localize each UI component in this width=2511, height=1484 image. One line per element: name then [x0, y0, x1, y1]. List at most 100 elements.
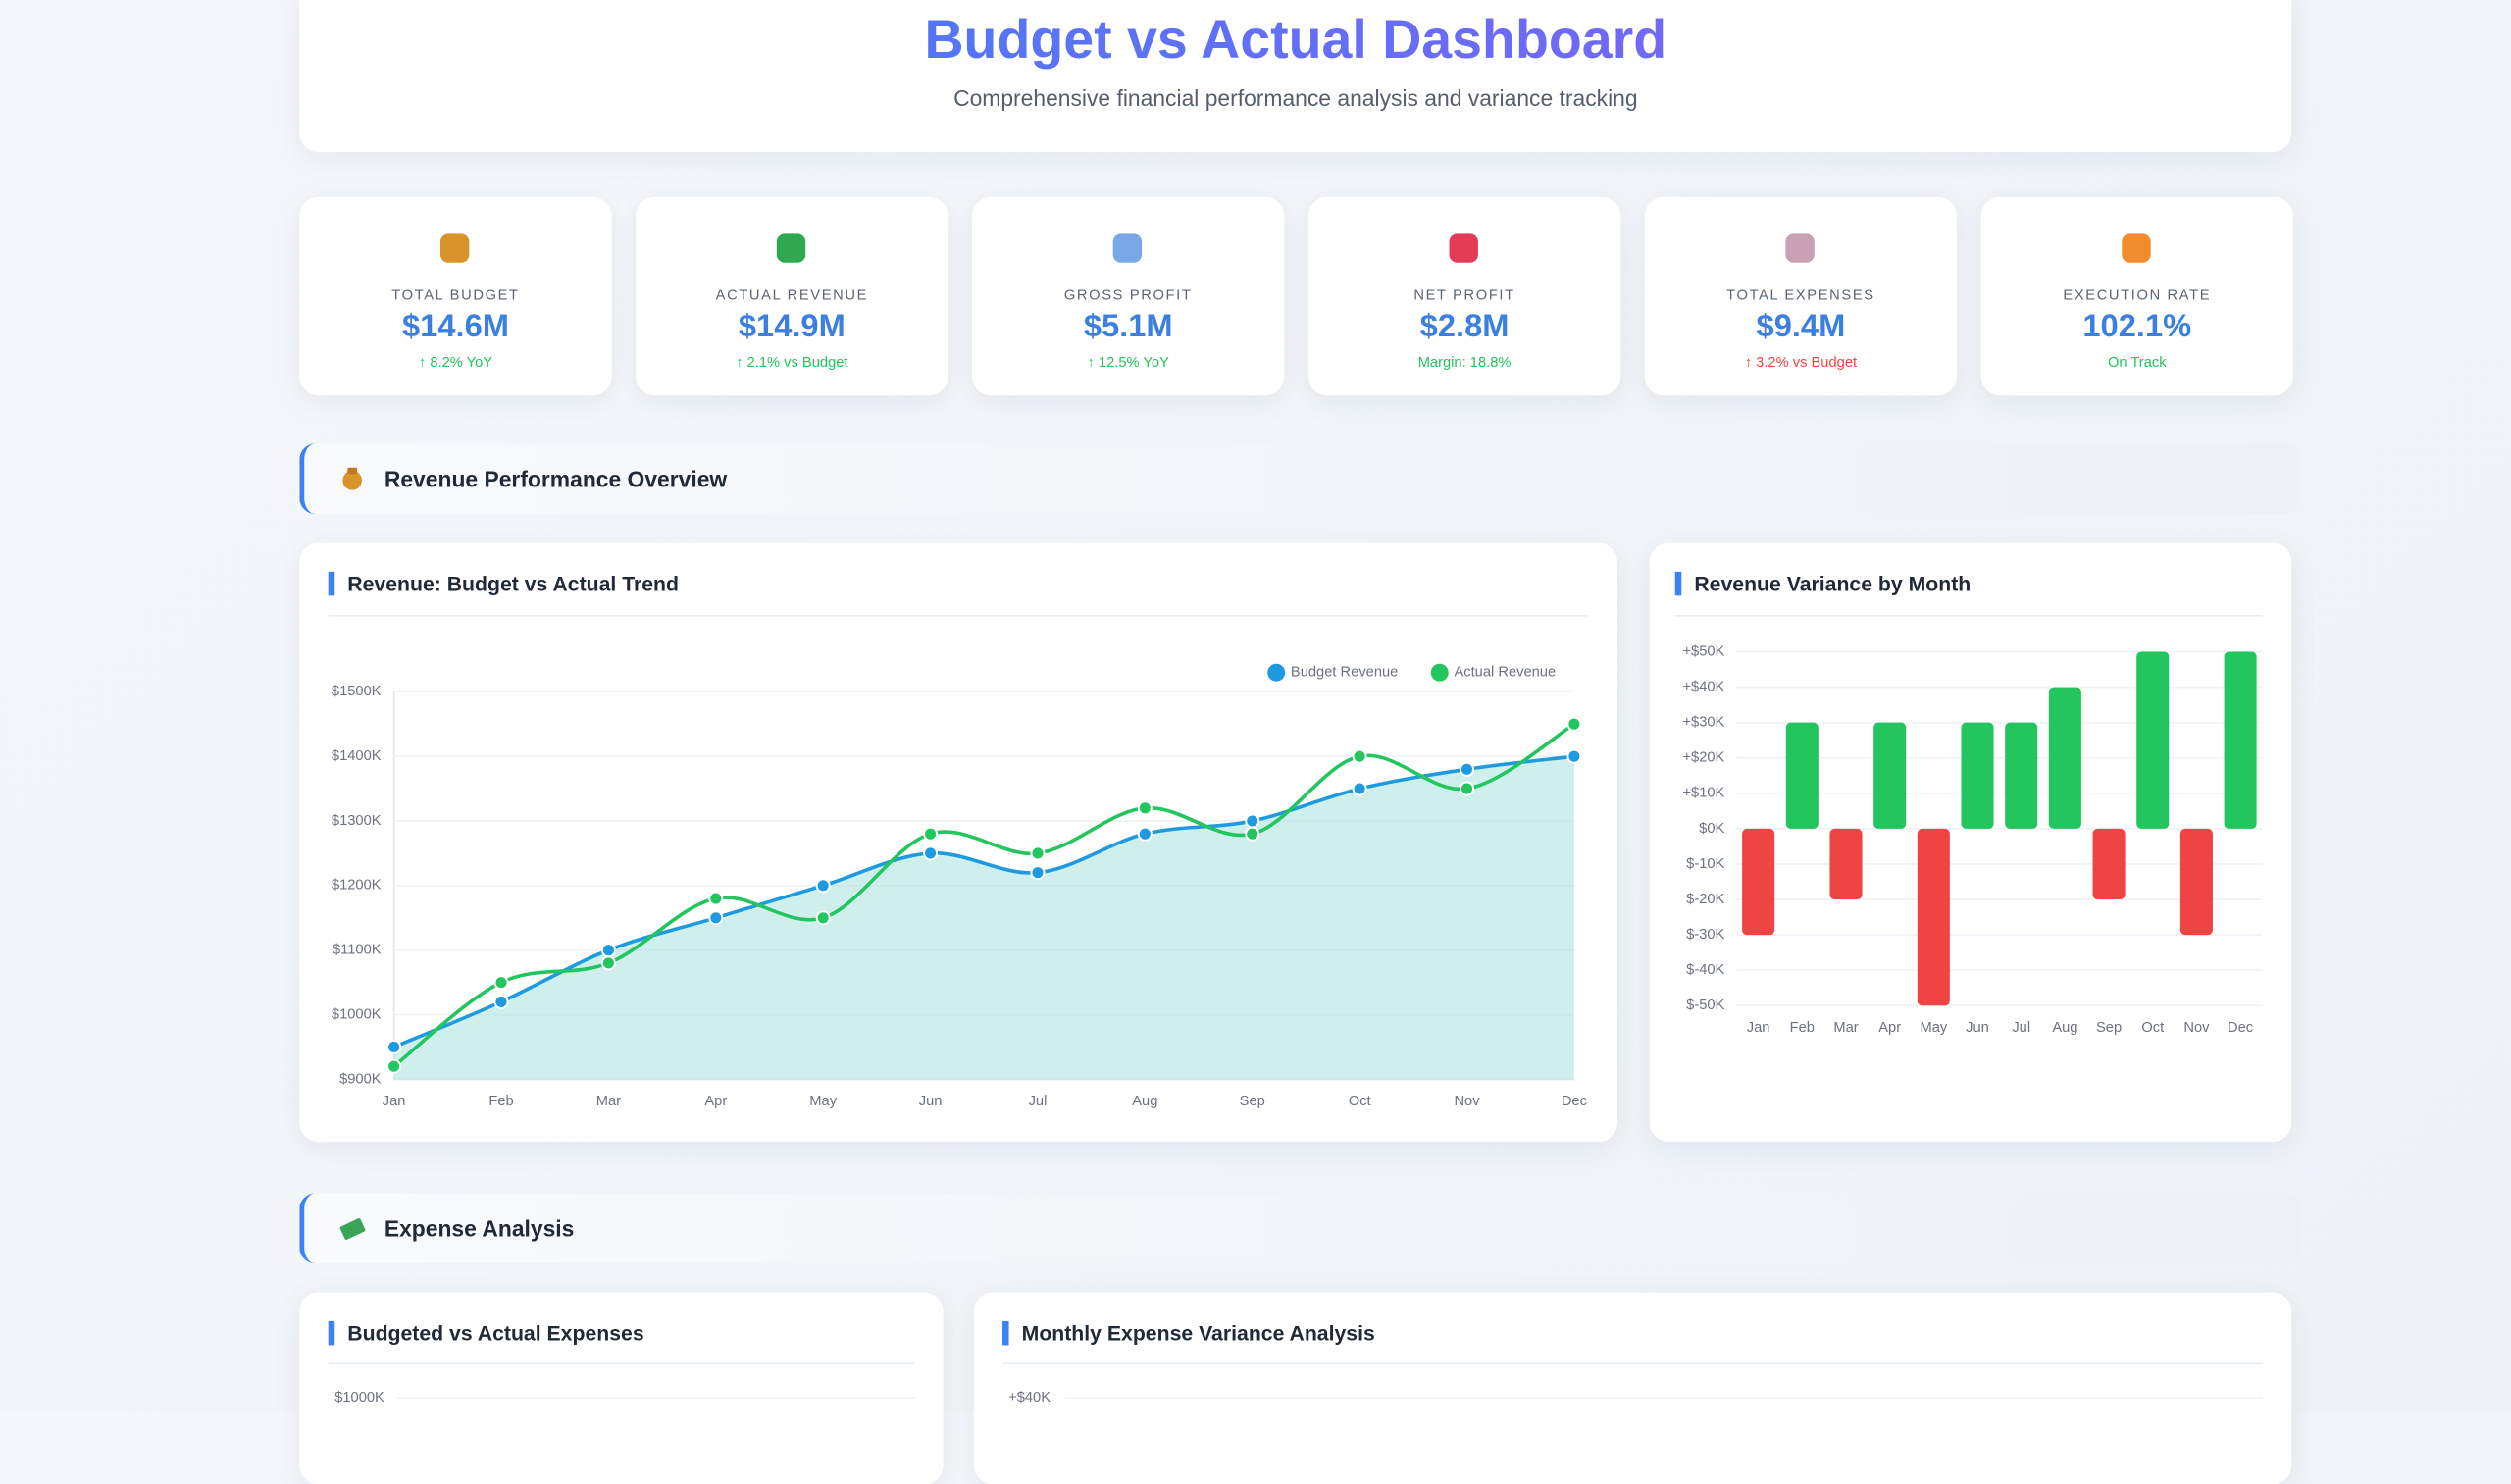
kpi-card: NET PROFIT $2.8M Margin: 18.8% [1307, 196, 1621, 396]
kpi-icon [439, 233, 470, 263]
x-tick-label: Oct [1349, 1094, 1371, 1109]
icon-shape [439, 233, 470, 263]
kpi-label: EXECUTION RATE [2063, 286, 2212, 303]
kpi-card: ACTUAL REVENUE $14.9M ↑ 2.1% vs Budget [636, 196, 948, 396]
y-tick-label: $0K [1699, 821, 1724, 837]
page: Budget vs Actual Dashboard Comprehensive… [0, 0, 2511, 1412]
y-tick-label: +$50K [1682, 643, 1724, 659]
bar [2005, 722, 2038, 829]
point [1245, 813, 1260, 829]
kpi-note: ↑ 12.5% YoY [1087, 353, 1169, 371]
x-tick-label: Feb [488, 1094, 513, 1109]
y-tick-label: $-20K [1686, 892, 1724, 907]
y-tick-label: $1300K [332, 813, 382, 829]
point [1137, 800, 1153, 816]
section-title: Revenue Performance Overview [384, 466, 728, 492]
section-header: Revenue Performance Overview [299, 443, 2300, 515]
x-tick-label: Sep [1240, 1094, 1265, 1109]
point [1137, 826, 1153, 842]
divider [1674, 614, 2263, 617]
bar [2048, 687, 2081, 829]
kpi-note: ↑ 8.2% YoY [418, 353, 493, 371]
kpi-note: ↑ 3.2% vs Budget [1744, 353, 1858, 371]
kpi-value: $14.6M [402, 309, 509, 345]
point [708, 910, 724, 926]
y-tick-label: $1000K [334, 1390, 384, 1406]
bar [2092, 828, 2126, 900]
point [600, 943, 616, 958]
kpi-label: ACTUAL REVENUE [715, 286, 869, 303]
y-tick-label: +$40K [1682, 679, 1724, 694]
x-tick-label: May [809, 1094, 837, 1109]
kpi-card: TOTAL BUDGET $14.6M ↑ 8.2% YoY [299, 196, 612, 396]
point [815, 878, 831, 894]
title: Budget vs Actual Dashboard [299, 10, 2291, 73]
chart-title: Monthly Expense Variance Analysis [1002, 1320, 1375, 1346]
point [493, 994, 509, 1009]
point [1030, 865, 1046, 881]
bar [1785, 722, 1819, 829]
y-tick-label: $-40K [1686, 962, 1724, 978]
legend-label: Actual Revenue [1454, 665, 1556, 681]
point [708, 891, 724, 906]
divider [328, 614, 1589, 617]
area [393, 756, 1574, 1080]
point [1459, 761, 1475, 777]
header: Budget vs Actual Dashboard Comprehensive… [299, 0, 2292, 153]
y-tick-label: +$20K [1682, 750, 1724, 766]
kpi-value: $5.1M [1083, 309, 1173, 345]
point [1030, 845, 1046, 861]
y-tick-label: $1100K [333, 943, 382, 958]
icon-shape [1449, 233, 1478, 263]
section-header: Expense Analysis [299, 1193, 2300, 1264]
bar [2179, 828, 2213, 936]
section-icon [342, 467, 362, 490]
kpi-value: $14.9M [738, 309, 846, 345]
kpi-note: Margin: 18.8% [1417, 353, 1512, 371]
y-tick-label: $1000K [332, 1006, 382, 1022]
kpi-icon [1449, 233, 1478, 263]
icon-shape [1785, 233, 1815, 263]
point [923, 826, 939, 842]
icon-shape [1112, 233, 1143, 263]
point [493, 975, 509, 991]
x-tick-label: Aug [1132, 1094, 1157, 1109]
point [923, 845, 939, 861]
kpi-card: EXECUTION RATE 102.1% On Track [1980, 196, 2293, 396]
kpi-value: 102.1% [2082, 309, 2192, 345]
kpi-icon [776, 233, 806, 263]
kpi-label: GROSS PROFIT [1063, 286, 1193, 303]
kpi-card: GROSS PROFIT $5.1M ↑ 12.5% YoY [972, 196, 1285, 396]
legend-label: Budget Revenue [1291, 665, 1398, 681]
x-tick-label: Mar [596, 1094, 621, 1109]
bar [1873, 722, 1907, 829]
chart-title: Revenue Variance by Month [1674, 571, 1971, 596]
icon-shape [776, 233, 806, 263]
point [815, 910, 831, 926]
x-tick-label: Jan [1747, 1020, 1770, 1036]
x-tick-label: Jun [1966, 1020, 1989, 1036]
y-tick-label: $-50K [1686, 998, 1724, 1013]
x-tick-label: Jun [919, 1094, 943, 1109]
point [386, 1039, 402, 1054]
bar [1917, 828, 1950, 1006]
chart-title: Budgeted vs Actual Expenses [328, 1320, 644, 1346]
kpi-card: TOTAL EXPENSES $9.4M ↑ 3.2% vs Budget [1644, 196, 1958, 396]
y-tick-label: $1400K [332, 748, 382, 764]
kpi-value: $9.4M [1756, 309, 1846, 345]
x-tick-label: Apr [1878, 1020, 1901, 1036]
bar [2136, 651, 2170, 829]
bar [1961, 722, 1994, 829]
point [1352, 781, 1367, 796]
point [1566, 748, 1582, 764]
kpi-note: On Track [2107, 353, 2167, 371]
x-tick-label: Dec [2228, 1020, 2253, 1036]
point [1245, 826, 1260, 842]
y-tick-label: +$40K [1008, 1390, 1051, 1406]
legend-swatch [1267, 663, 1286, 682]
x-tick-label: Nov [1454, 1094, 1480, 1109]
x-tick-label: Dec [1562, 1094, 1587, 1109]
bar [1742, 828, 1775, 936]
y-tick-label: $-10K [1686, 856, 1724, 872]
section-title: Expense Analysis [384, 1215, 575, 1242]
